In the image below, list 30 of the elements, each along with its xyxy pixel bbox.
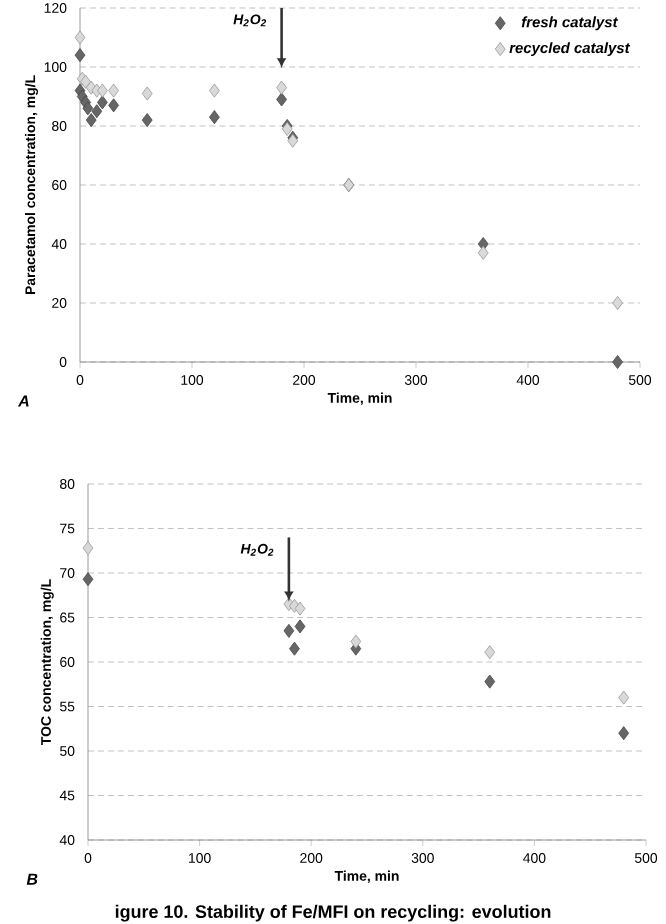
point [97,83,108,98]
point [74,30,86,45]
point [276,92,287,107]
point [82,541,94,556]
point [289,641,300,656]
point [108,83,119,98]
point [283,623,295,638]
point [209,110,220,125]
point [294,619,306,634]
point [618,726,630,741]
point [108,98,119,113]
point [618,690,630,705]
point [612,354,623,369]
point [91,104,103,119]
point [294,601,306,616]
point [82,101,94,116]
point [484,674,496,689]
point [209,83,220,98]
point [74,48,86,63]
point [276,80,287,95]
point [141,86,153,101]
point [477,245,489,260]
text: igure 10. Stability of Fe/MFI on recycling: evolution [115,904,551,922]
point [141,113,153,128]
point [85,113,97,128]
point [97,95,108,110]
point [82,572,94,587]
point [350,634,362,649]
point [612,295,623,310]
point [484,645,496,660]
